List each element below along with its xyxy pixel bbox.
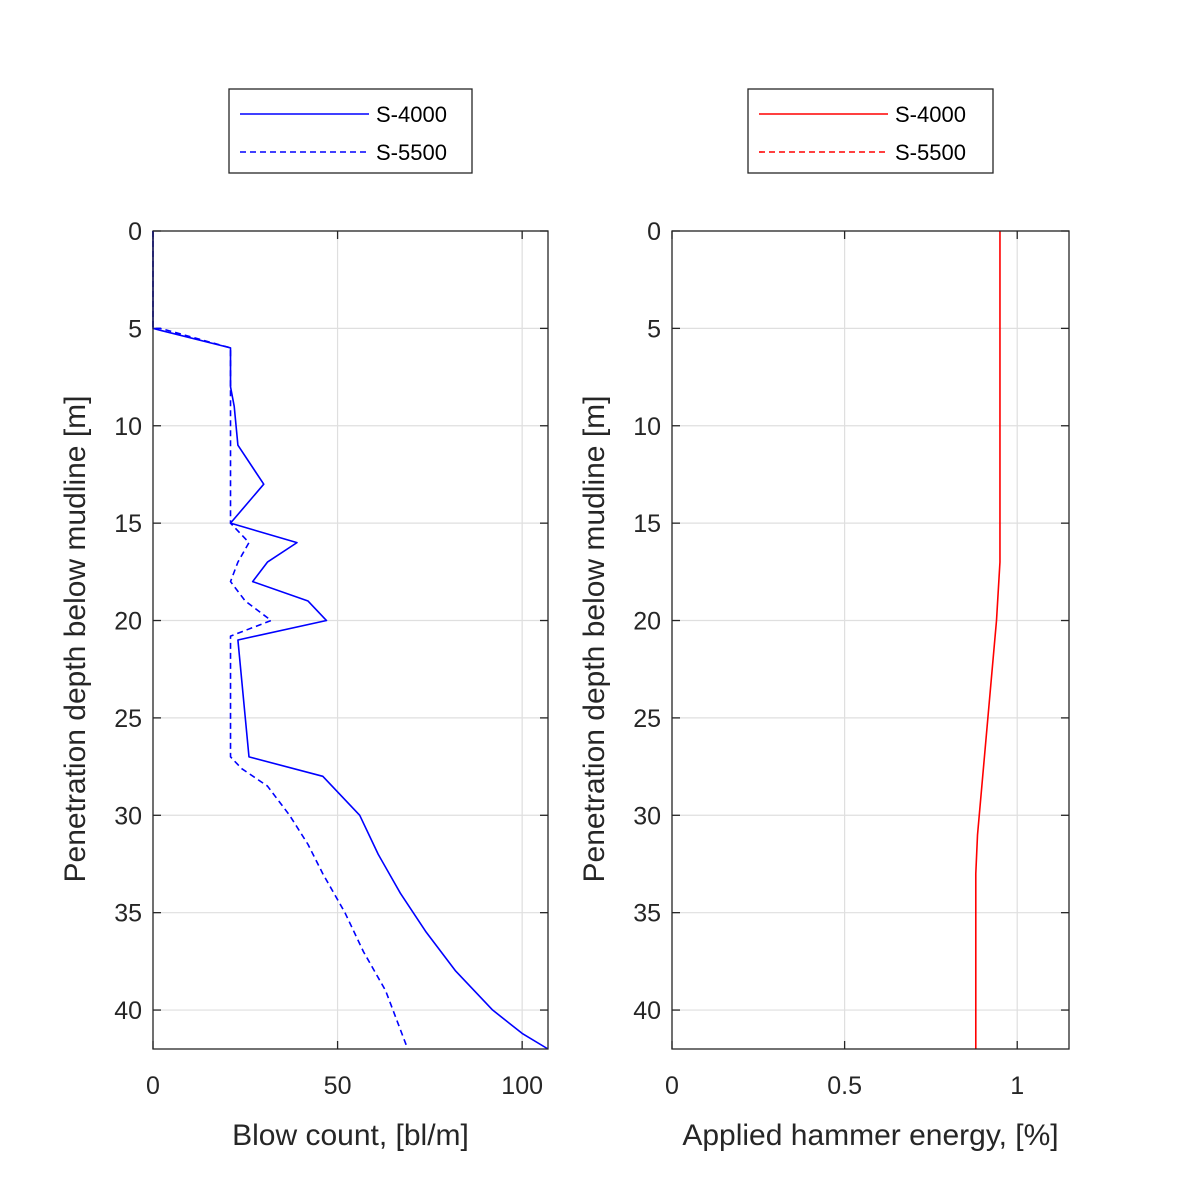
x-tick-label: 0.5 xyxy=(827,1072,862,1100)
plot-area xyxy=(672,231,1069,1049)
series-line-s-4000 xyxy=(152,231,549,1050)
x-tick-label: 100 xyxy=(501,1072,543,1100)
legend-box xyxy=(747,88,994,174)
y-tick-label: 0 xyxy=(647,218,661,246)
y-tick-label: 20 xyxy=(633,608,661,636)
legend: S-4000 S-5500 xyxy=(228,88,473,174)
y-tick-label: 15 xyxy=(114,510,142,538)
y-tick-label: 20 xyxy=(114,608,142,636)
legend: S-4000 S-5500 xyxy=(747,88,994,174)
series-line-s-4000 xyxy=(974,231,1001,1049)
legend-label: S-4000 xyxy=(895,102,966,127)
x-tick-label: 0 xyxy=(665,1072,679,1100)
y-tick-label: 40 xyxy=(114,997,142,1025)
x-axis-label: Blow count, [bl/m] xyxy=(232,1119,469,1152)
y-tick-label: 25 xyxy=(633,705,661,733)
y-tick-label: 5 xyxy=(647,315,661,343)
y-axis-label: Penetration depth below mudline [m] xyxy=(59,396,92,883)
x-tick-label: 1 xyxy=(1010,1072,1024,1100)
plot-area xyxy=(153,231,548,1049)
y-tick-label: 35 xyxy=(633,900,661,928)
legend-label: S-4000 xyxy=(376,102,447,127)
legend-label: S-5500 xyxy=(376,140,447,165)
axes-box xyxy=(152,230,549,1050)
y-tick-label: 10 xyxy=(114,413,142,441)
y-tick-label: 10 xyxy=(633,413,661,441)
x-tick-label: 0 xyxy=(146,1072,160,1100)
y-tick-label: 0 xyxy=(128,218,142,246)
chart-panel-1: 0 50 100 0 5 10 15 20 25 30 35 40 Blow count, [bl/m]… xyxy=(59,88,549,1152)
y-tick-label: 30 xyxy=(633,802,661,830)
y-tick-label: 25 xyxy=(114,705,142,733)
y-tick-label: 35 xyxy=(114,900,142,928)
series-line-s-5500 xyxy=(152,231,409,1050)
legend-label: S-5500 xyxy=(895,140,966,165)
y-tick-label: 40 xyxy=(633,997,661,1025)
x-tick-label: 50 xyxy=(324,1072,352,1100)
y-tick-label: 30 xyxy=(114,802,142,830)
y-tick-label: 5 xyxy=(128,315,142,343)
x-axis-label: Applied hammer energy, [%] xyxy=(682,1119,1058,1152)
legend-box xyxy=(228,88,473,174)
y-axis-label: Penetration depth below mudline [m] xyxy=(578,396,611,883)
axes-box xyxy=(671,230,1070,1050)
y-tick-label: 15 xyxy=(633,510,661,538)
